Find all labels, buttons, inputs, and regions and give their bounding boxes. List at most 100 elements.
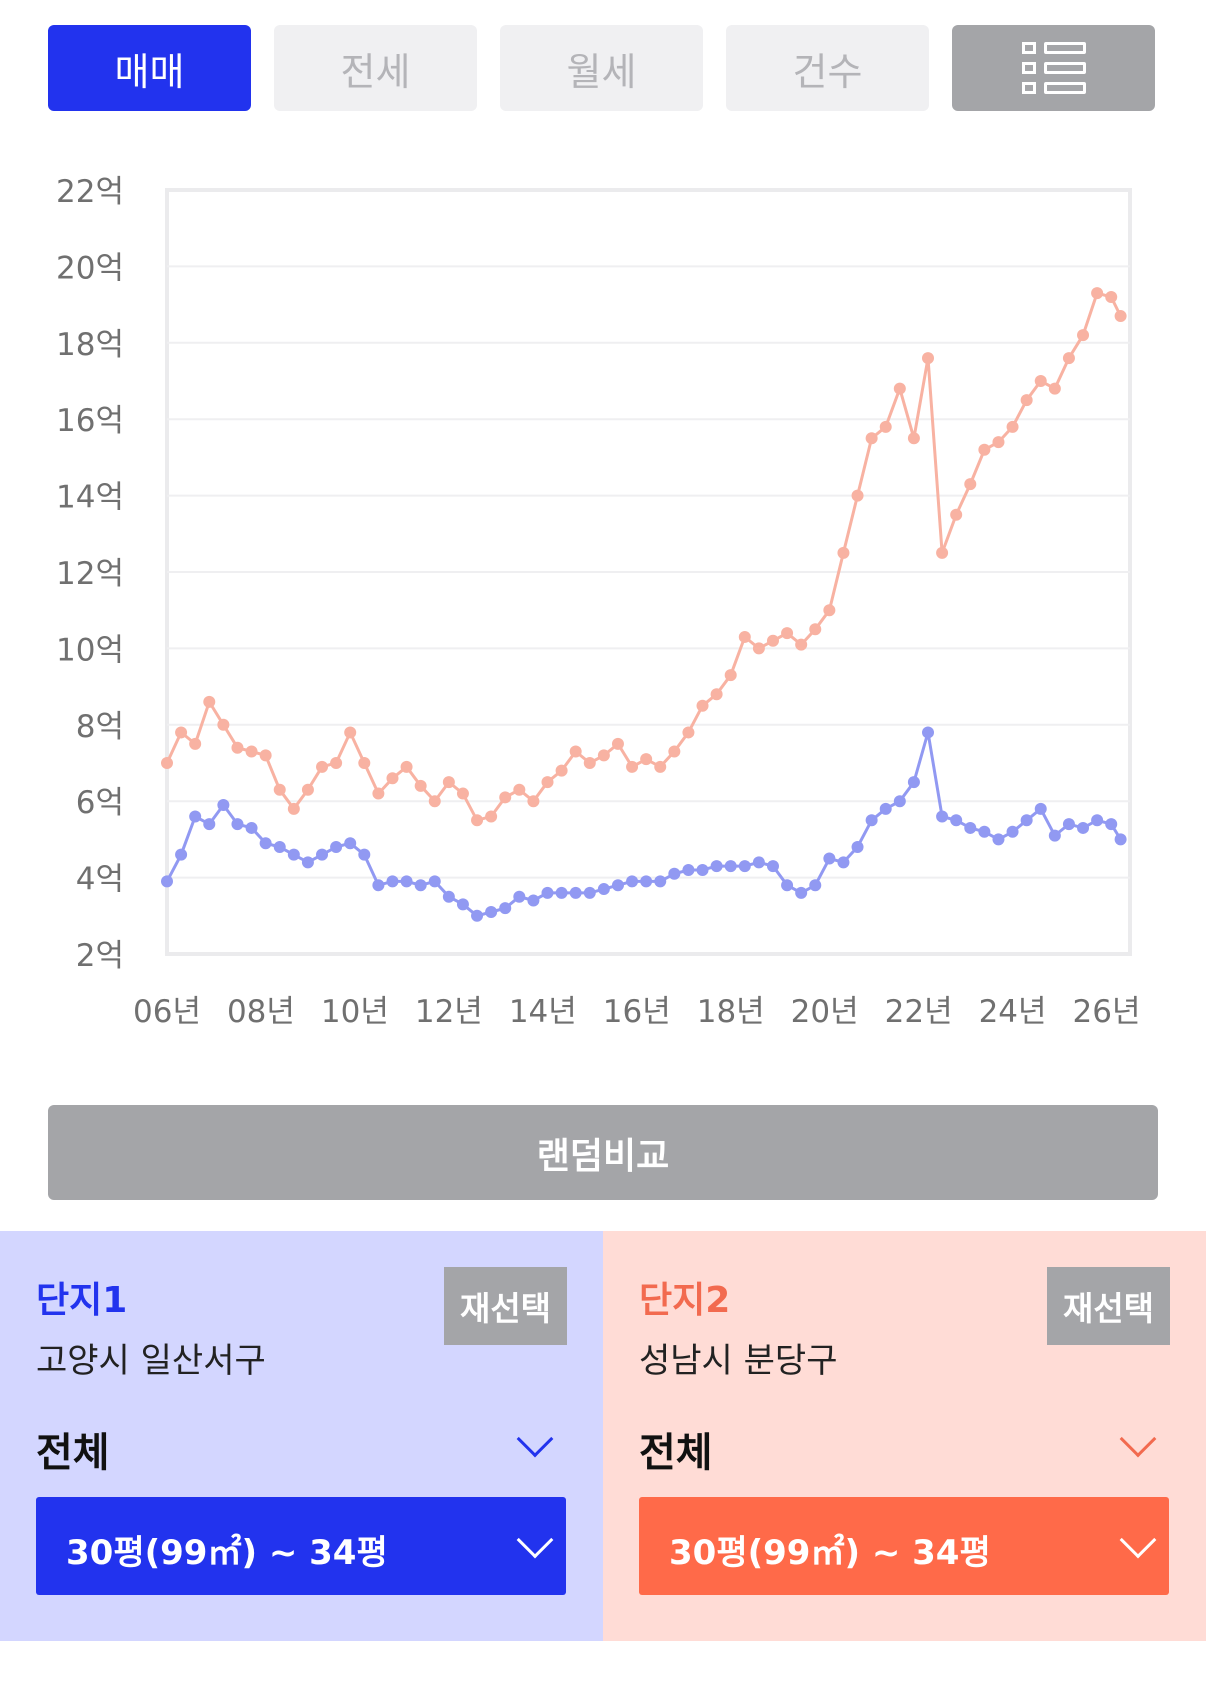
- price-chart: 22억 20억 18억 16억 14억 12억 10억 8억 6억 4억 2억 06년 08년 10년 1…: [56, 174, 1140, 1030]
- data-point: [766, 860, 779, 873]
- data-point: [795, 638, 808, 651]
- chevron-down-icon: [516, 1420, 554, 1458]
- data-point: [400, 875, 413, 888]
- data-point: [513, 783, 526, 796]
- data-point: [1048, 382, 1061, 395]
- y-tick-label: 6억: [76, 785, 124, 821]
- tab-jeonse[interactable]: 전세: [274, 25, 477, 111]
- data-point: [992, 436, 1005, 449]
- complex-1-size-dropdown[interactable]: 30평(99㎡) ~ 34평: [36, 1497, 566, 1595]
- data-point: [189, 737, 202, 750]
- x-tick-label: 24년: [979, 994, 1047, 1030]
- data-point: [1034, 375, 1047, 387]
- complex-2-size-dropdown[interactable]: 30평(99㎡) ~ 34평: [639, 1497, 1169, 1595]
- data-point: [400, 760, 413, 773]
- complex-1-size-label: 30평(99㎡) ~ 34평: [66, 1533, 388, 1573]
- data-point: [879, 802, 892, 815]
- data-point: [611, 737, 624, 750]
- y-axis: 22억 20억 18억 16억 14억 12억 10억 8억 6억 4억 2억: [56, 174, 124, 974]
- x-tick-label: 06년: [133, 994, 201, 1030]
- data-point: [569, 745, 582, 758]
- data-point: [456, 898, 469, 911]
- data-point: [287, 802, 300, 815]
- x-tick-label: 16년: [603, 994, 671, 1030]
- complex-2-reselect-button[interactable]: 재선택: [1047, 1267, 1170, 1345]
- series-group: [161, 287, 1127, 922]
- data-point: [936, 810, 949, 823]
- y-tick-label: 14억: [56, 480, 124, 516]
- data-point: [414, 779, 427, 792]
- data-point: [175, 848, 188, 861]
- complex-1-reselect-button[interactable]: 재선택: [444, 1267, 567, 1345]
- data-point: [950, 508, 963, 521]
- data-point: [1091, 814, 1104, 827]
- x-axis: 06년 08년 10년 12년 14년 16년 18년 20년 22년 24년 26년: [133, 994, 1140, 1030]
- data-point: [682, 726, 695, 739]
- data-point: [456, 787, 469, 800]
- data-point: [724, 669, 737, 682]
- complex-1-filter-dropdown[interactable]: 전체: [36, 1416, 566, 1476]
- data-point: [851, 489, 864, 502]
- complex-2-size-label: 30평(99㎡) ~ 34평: [669, 1533, 991, 1573]
- data-point: [668, 745, 681, 758]
- complex-1-title: 단지1: [36, 1280, 128, 1321]
- chevron-down-icon: [1119, 1420, 1157, 1458]
- data-point: [1091, 287, 1104, 300]
- data-point: [710, 688, 723, 701]
- data-point: [640, 753, 653, 766]
- data-point: [992, 833, 1005, 846]
- tab-monthly-rent[interactable]: 월세: [500, 25, 703, 111]
- data-point: [259, 837, 272, 850]
- complex-2-filter-dropdown[interactable]: 전체: [639, 1416, 1169, 1476]
- data-point: [724, 860, 737, 873]
- data-point: [358, 848, 371, 861]
- data-point: [203, 818, 216, 831]
- data-point: [865, 814, 878, 827]
- data-point: [1077, 821, 1090, 834]
- data-point: [555, 764, 568, 777]
- data-point: [654, 875, 667, 888]
- data-point: [344, 726, 357, 739]
- data-point: [569, 886, 582, 899]
- list-view-button[interactable]: [952, 25, 1155, 111]
- data-point: [626, 760, 639, 773]
- data-point: [1114, 833, 1127, 846]
- data-point: [936, 546, 949, 559]
- data-point: [189, 810, 202, 823]
- data-point: [471, 814, 484, 827]
- data-point: [485, 905, 498, 918]
- data-point: [442, 890, 455, 903]
- data-point: [499, 902, 512, 915]
- data-point: [161, 875, 173, 888]
- chevron-down-icon: [1119, 1521, 1157, 1559]
- y-tick-label: 4억: [76, 862, 124, 898]
- tab-jeonse-label: 전세: [340, 49, 411, 94]
- complex-2-reselect-label: 재선택: [1062, 1289, 1155, 1328]
- tab-count[interactable]: 건수: [726, 25, 929, 111]
- data-point: [907, 776, 920, 789]
- data-point: [203, 695, 216, 708]
- data-point: [513, 890, 526, 903]
- x-tick-label: 22년: [885, 994, 953, 1030]
- random-compare-button[interactable]: 랜덤비교: [48, 1105, 1158, 1200]
- data-point: [245, 821, 258, 834]
- y-tick-label: 18억: [56, 327, 124, 363]
- x-tick-label: 12년: [415, 994, 483, 1030]
- data-point: [1105, 290, 1118, 303]
- data-point: [752, 856, 765, 869]
- data-point: [1034, 802, 1047, 815]
- tab-sale[interactable]: 매매: [48, 25, 251, 111]
- y-tick-label: 2억: [76, 938, 124, 974]
- data-point: [386, 875, 399, 888]
- data-point: [1077, 329, 1090, 342]
- x-tick-label: 10년: [321, 994, 389, 1030]
- data-point: [696, 863, 709, 876]
- data-point: [541, 886, 554, 899]
- x-tick-label: 08년: [227, 994, 295, 1030]
- data-point: [583, 886, 596, 899]
- data-point: [471, 909, 484, 922]
- data-point: [414, 879, 427, 892]
- data-point: [907, 432, 920, 445]
- complex-1-address: 고양시 일산서구: [36, 1341, 266, 1381]
- data-point: [837, 856, 850, 869]
